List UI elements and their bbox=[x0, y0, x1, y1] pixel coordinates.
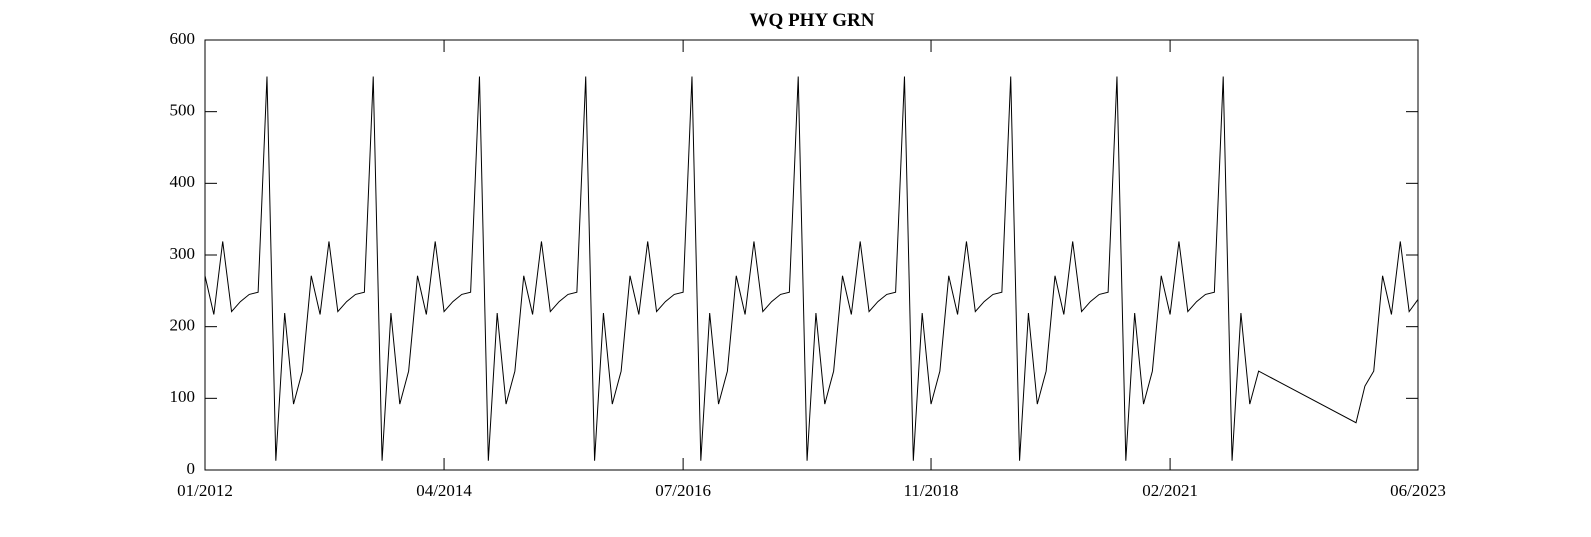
x-tick-label: 02/2021 bbox=[1142, 481, 1198, 500]
x-tick-label: 07/2016 bbox=[655, 481, 711, 500]
x-tick-label: 01/2012 bbox=[177, 481, 233, 500]
y-tick-label: 200 bbox=[170, 316, 196, 335]
y-tick-label: 400 bbox=[170, 172, 196, 191]
y-tick-label: 500 bbox=[170, 101, 196, 120]
x-tick-label: 11/2018 bbox=[903, 481, 958, 500]
plot-frame bbox=[204, 39, 1419, 471]
y-tick-label: 600 bbox=[170, 29, 196, 48]
y-tick-label: 0 bbox=[187, 459, 196, 478]
chart-title: WQ PHY GRN bbox=[750, 10, 875, 31]
y-tick-label: 100 bbox=[170, 387, 196, 406]
x-tick-label: 04/2014 bbox=[416, 481, 472, 500]
x-tick-label: 06/2023 bbox=[1390, 481, 1446, 500]
data-line bbox=[204, 76, 1419, 470]
y-tick-label: 300 bbox=[170, 244, 196, 263]
